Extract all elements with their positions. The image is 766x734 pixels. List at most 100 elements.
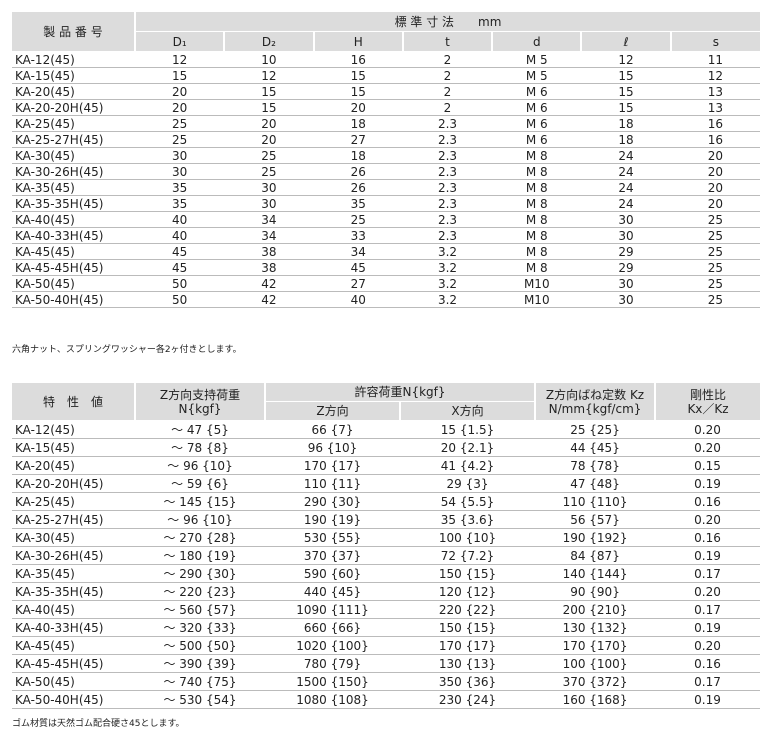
header-name: 特 性 値: [12, 383, 135, 421]
cell: 26: [313, 163, 403, 180]
cell: ～ 220 {23}: [135, 582, 265, 601]
cell: ～ 145 {15}: [135, 492, 265, 511]
row: KA-25(45) 25 20 18 2.3 M 6 18 16: [12, 115, 760, 132]
row: KA-30(45) ～ 270 {28} 530 {55} 100 {10} 190 {…: [12, 528, 760, 547]
cell: 50: [135, 291, 225, 308]
row: KA-35-35H(45) 35 30 35 2.3 M 8 24 20: [12, 195, 760, 212]
product-code: KA-25(45): [12, 115, 135, 132]
product-code: KA-20-20H(45): [12, 474, 135, 493]
header-name: 製 品 番 号: [12, 12, 135, 52]
cell: 12: [581, 51, 671, 68]
header-allow: 許容荷重N{kgf}: [263, 383, 536, 402]
cell: 18: [313, 115, 403, 132]
cell: 220 {22}: [400, 600, 536, 619]
cell: 35: [313, 195, 403, 212]
cell: ～ 290 {30}: [135, 564, 265, 583]
row: KA-50-40H(45) ～ 530 {54} 1080 {108} 230 {24…: [12, 690, 760, 709]
cell: 40: [313, 291, 403, 308]
cell: 20: [224, 115, 314, 132]
cell: 0.20: [655, 636, 760, 655]
product-code: KA-50(45): [12, 275, 135, 292]
product-code: KA-15(45): [12, 67, 135, 84]
cell: 130 {13}: [400, 654, 536, 673]
row: KA-25-27H(45) 25 20 27 2.3 M 6 18 16: [12, 131, 760, 148]
cell: M 8: [492, 227, 582, 244]
header-text: N{kgf}: [178, 401, 222, 416]
column-header: D₁: [133, 31, 225, 52]
cell: 25: [670, 275, 760, 292]
cell: ～ 560 {57}: [135, 600, 265, 619]
row: KA-12(45) ～ 47 {5} 66 {7} 15 {1.5} 25 {25} 0.…: [12, 420, 760, 439]
cell: 1020 {100}: [265, 636, 400, 655]
cell: 18: [581, 115, 671, 132]
cell: 3.2: [402, 291, 493, 308]
cell: 0.20: [655, 438, 760, 457]
product-code: KA-40-33H(45): [12, 618, 135, 637]
row: KA-45(45) ～ 500 {50} 1020 {100} 170 {17} 170…: [12, 636, 760, 655]
column-header: t: [401, 31, 493, 52]
row: KA-30(45) 30 25 18 2.3 M 8 24 20: [12, 147, 760, 164]
product-code: KA-30-26H(45): [12, 163, 135, 180]
cell: M 8: [492, 195, 582, 212]
cell: 42: [224, 275, 314, 292]
cell: 20: [224, 131, 314, 148]
cell: 16: [670, 131, 760, 148]
cell: 30: [581, 211, 671, 228]
product-code: KA-25-27H(45): [12, 131, 135, 148]
row: KA-30-26H(45) ～ 180 {19} 370 {37} 72 {7.2} 8…: [12, 546, 760, 565]
cell: 15: [581, 99, 671, 116]
cell: 16: [313, 51, 403, 68]
cell: 0.17: [655, 672, 760, 691]
cell: 47 {48}: [535, 474, 656, 493]
header-text: Z方向支持荷重: [159, 387, 241, 402]
product-code: KA-40-33H(45): [12, 227, 135, 244]
cell: 1080 {108}: [265, 690, 400, 709]
cell: 2: [402, 67, 493, 84]
cell: ～ 96 {10}: [135, 510, 265, 529]
header-allow-z: Z方向: [264, 401, 400, 421]
header-spring: Z方向ばね定数 Kz N/mm{kgf/cm}: [534, 383, 656, 421]
row: KA-45-45H(45) 45 38 45 3.2 M 8 29 25: [12, 259, 760, 276]
cell: 20: [670, 147, 760, 164]
cell: M 8: [492, 147, 582, 164]
cell: 25: [135, 131, 225, 148]
cell: 30: [581, 275, 671, 292]
cell: 2.3: [402, 115, 493, 132]
cell: 200 {210}: [535, 600, 656, 619]
row: KA-40-33H(45) ～ 320 {33} 660 {66} 150 {15} 1…: [12, 618, 760, 637]
cell: 30: [135, 163, 225, 180]
cell: 90 {90}: [535, 582, 656, 601]
cell: 660 {66}: [265, 618, 400, 637]
cell: 24: [581, 163, 671, 180]
row: KA-40(45) ～ 560 {57} 1090 {111} 220 {22} 200…: [12, 600, 760, 619]
cell: 20: [135, 99, 225, 116]
column-header: s: [669, 31, 760, 52]
cell: 18: [581, 131, 671, 148]
cell: 20 {2.1}: [400, 438, 536, 457]
header-allow-x: X方向: [398, 401, 536, 421]
cell: ～ 78 {8}: [135, 438, 265, 457]
product-code: KA-40(45): [12, 600, 135, 619]
cell: 3.2: [402, 243, 493, 260]
cell: 30: [135, 147, 225, 164]
cell: ～ 96 {10}: [135, 456, 265, 475]
cell: 13: [670, 83, 760, 100]
cell: 3.2: [402, 275, 493, 292]
cell: 2: [402, 83, 493, 100]
cell: 18: [313, 147, 403, 164]
cell: ～ 740 {75}: [135, 672, 265, 691]
row: KA-20-20H(45) ～ 59 {6} 110 {11} 29 {3} 47 {4…: [12, 474, 760, 493]
cell: 440 {45}: [265, 582, 400, 601]
cell: 2: [402, 51, 493, 68]
cell: 50: [135, 275, 225, 292]
cell: 2.3: [402, 147, 493, 164]
cell: 34: [313, 243, 403, 260]
row: KA-15(45) ～ 78 {8} 96 {10} 20 {2.1} 44 {45} 0…: [12, 438, 760, 457]
cell: 20: [313, 99, 403, 116]
cell: 24: [581, 147, 671, 164]
row: KA-45-45H(45) ～ 390 {39} 780 {79} 130 {13} 1…: [12, 654, 760, 673]
cell: 0.19: [655, 618, 760, 637]
cell: 190 {192}: [535, 528, 656, 547]
cell: 25: [670, 259, 760, 276]
